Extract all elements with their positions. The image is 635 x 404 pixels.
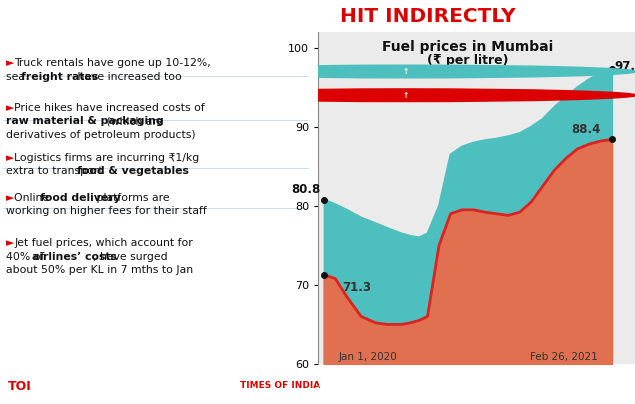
Text: ↑: ↑: [403, 91, 409, 100]
Text: 80.8: 80.8: [291, 183, 321, 196]
Text: ⊞ Windows
Phone: ⊞ Windows Phone: [520, 381, 555, 391]
Text: 88.4: 88.4: [572, 122, 601, 135]
Text: APP: APP: [318, 381, 334, 391]
Text: Feb 26, 2021: Feb 26, 2021: [530, 352, 598, 362]
Text: ↑: ↑: [403, 67, 409, 76]
Text:  App Store:  App Store: [360, 381, 404, 391]
Circle shape: [175, 65, 635, 78]
Text: ►: ►: [6, 58, 18, 68]
Text: ►: ►: [6, 103, 18, 113]
Text: , have surged: , have surged: [93, 252, 168, 261]
Text: Online: Online: [14, 193, 53, 203]
Text: 97.3: 97.3: [615, 60, 635, 73]
Circle shape: [175, 89, 635, 101]
Text: HIT INDIRECTLY: HIT INDIRECTLY: [340, 6, 516, 25]
Text: platforms are: platforms are: [93, 193, 170, 203]
Text: Jan 1, 2020: Jan 1, 2020: [338, 352, 397, 362]
Text: 40% of: 40% of: [6, 252, 48, 261]
Text: Logistics firms are incurring ₹1/kg: Logistics firms are incurring ₹1/kg: [14, 153, 199, 163]
Text: Diesel: Diesel: [341, 89, 378, 102]
Text: extra to transport: extra to transport: [6, 166, 106, 177]
Text: FOR MORE  INFOGRAPHICS DOWNLOAD: FOR MORE INFOGRAPHICS DOWNLOAD: [38, 381, 205, 391]
Text: airlines’ costs: airlines’ costs: [32, 252, 117, 261]
Text: sea: sea: [6, 72, 29, 82]
Text: TOI: TOI: [8, 379, 32, 393]
Text: about 50% per KL in 7 mths to Jan: about 50% per KL in 7 mths to Jan: [6, 265, 193, 275]
Text: food & vegetables: food & vegetables: [77, 166, 189, 177]
Text: 20%: 20%: [419, 65, 452, 79]
Text: have increased too: have increased too: [74, 72, 182, 82]
Text: Petrol: Petrol: [341, 65, 375, 78]
Text: 24%: 24%: [419, 89, 452, 103]
Text: TIMES OF INDIA: TIMES OF INDIA: [240, 381, 320, 391]
Text: Price hikes have increased costs of: Price hikes have increased costs of: [14, 103, 205, 113]
Text: ►: ►: [6, 153, 18, 163]
Text: (which are: (which are: [104, 116, 164, 126]
Text: ►: ►: [6, 193, 18, 203]
Text: food delivery: food delivery: [40, 193, 121, 203]
Text: 71.3: 71.3: [342, 281, 371, 294]
Text: Jet fuel prices, which account for: Jet fuel prices, which account for: [14, 238, 193, 248]
Text: Fuel prices in Mumbai: Fuel prices in Mumbai: [382, 40, 554, 54]
Text: derivatives of petroleum products): derivatives of petroleum products): [6, 130, 196, 140]
Text: Truck rentals have gone up 10-12%,: Truck rentals have gone up 10-12%,: [14, 58, 211, 68]
Text: working on higher fees for their staff: working on higher fees for their staff: [6, 206, 207, 217]
Text: HOW COMMONERS ARE: HOW COMMONERS ARE: [6, 6, 271, 25]
Text: raw material & packaging: raw material & packaging: [6, 116, 164, 126]
Text: (₹ per litre): (₹ per litre): [427, 54, 509, 67]
Text: ►: ►: [6, 238, 18, 248]
Text: freight rates: freight rates: [21, 72, 98, 82]
Text: ▶ Google play: ▶ Google play: [440, 381, 494, 391]
